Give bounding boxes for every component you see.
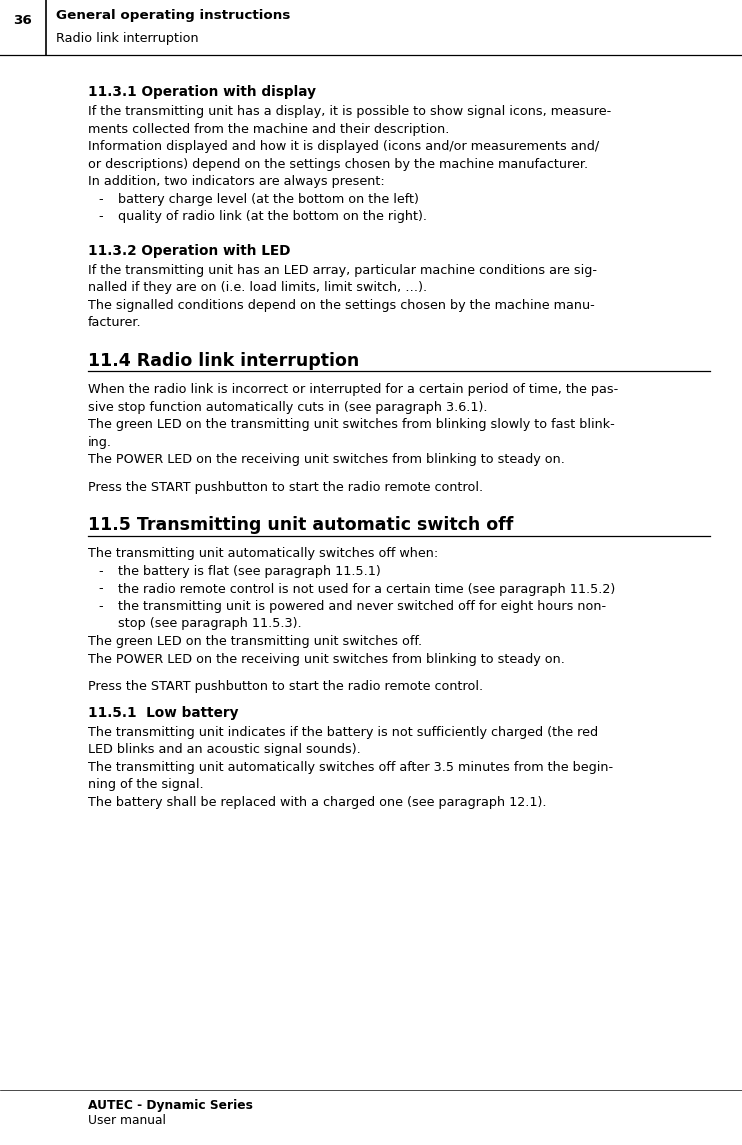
Text: facturer.: facturer.	[88, 316, 142, 330]
Text: Information displayed and how it is displayed (icons and/or measurements and/: Information displayed and how it is disp…	[88, 140, 599, 153]
Text: User manual: User manual	[88, 1113, 166, 1127]
Text: 11.5 Transmitting unit automatic switch off: 11.5 Transmitting unit automatic switch …	[88, 516, 513, 534]
Text: -: -	[98, 583, 102, 595]
Text: quality of radio link (at the bottom on the right).: quality of radio link (at the bottom on …	[118, 211, 427, 223]
Text: Press the START pushbutton to start the radio remote control.: Press the START pushbutton to start the …	[88, 481, 483, 493]
Text: 11.3.2 Operation with LED: 11.3.2 Operation with LED	[88, 244, 291, 258]
Text: LED blinks and an acoustic signal sounds).: LED blinks and an acoustic signal sounds…	[88, 743, 361, 756]
Text: Press the START pushbutton to start the radio remote control.: Press the START pushbutton to start the …	[88, 680, 483, 693]
Text: nalled if they are on (i.e. load limits, limit switch, …).: nalled if they are on (i.e. load limits,…	[88, 282, 427, 294]
Text: 36: 36	[13, 15, 33, 27]
Text: 11.5.1  Low battery: 11.5.1 Low battery	[88, 705, 238, 719]
Text: ing.: ing.	[88, 435, 112, 449]
Text: The transmitting unit indicates if the battery is not sufficiently charged (the : The transmitting unit indicates if the b…	[88, 726, 598, 739]
Text: In addition, two indicators are always present:: In addition, two indicators are always p…	[88, 175, 385, 188]
Text: The transmitting unit automatically switches off after 3.5 minutes from the begi: The transmitting unit automatically swit…	[88, 760, 613, 774]
Text: -: -	[98, 564, 102, 578]
Text: The transmitting unit automatically switches off when:: The transmitting unit automatically swit…	[88, 547, 439, 561]
Text: ning of the signal.: ning of the signal.	[88, 779, 203, 791]
Text: If the transmitting unit has a display, it is possible to show signal icons, mea: If the transmitting unit has a display, …	[88, 105, 611, 118]
Text: 11.4 Radio link interruption: 11.4 Radio link interruption	[88, 352, 359, 370]
Text: General operating instructions: General operating instructions	[56, 9, 290, 22]
Text: stop (see paragraph 11.5.3).: stop (see paragraph 11.5.3).	[118, 617, 302, 631]
Text: The signalled conditions depend on the settings chosen by the machine manu-: The signalled conditions depend on the s…	[88, 299, 595, 311]
Text: 11.3.1 Operation with display: 11.3.1 Operation with display	[88, 85, 316, 98]
Text: the radio remote control is not used for a certain time (see paragraph 11.5.2): the radio remote control is not used for…	[118, 583, 615, 595]
Text: the transmitting unit is powered and never switched off for eight hours non-: the transmitting unit is powered and nev…	[118, 600, 606, 613]
Text: The green LED on the transmitting unit switches from blinking slowly to fast bli: The green LED on the transmitting unit s…	[88, 418, 615, 432]
Text: The green LED on the transmitting unit switches off.: The green LED on the transmitting unit s…	[88, 635, 422, 648]
Text: sive stop function automatically cuts in (see paragraph 3.6.1).: sive stop function automatically cuts in…	[88, 401, 487, 413]
Text: -: -	[98, 192, 102, 206]
Text: the battery is flat (see paragraph 11.5.1): the battery is flat (see paragraph 11.5.…	[118, 564, 381, 578]
Text: ments collected from the machine and their description.: ments collected from the machine and the…	[88, 123, 450, 135]
Text: AUTEC - Dynamic Series: AUTEC - Dynamic Series	[88, 1098, 253, 1112]
Text: When the radio link is incorrect or interrupted for a certain period of time, th: When the radio link is incorrect or inte…	[88, 384, 618, 396]
Text: The battery shall be replaced with a charged one (see paragraph 12.1).: The battery shall be replaced with a cha…	[88, 796, 547, 808]
Text: -: -	[98, 211, 102, 223]
Text: Radio link interruption: Radio link interruption	[56, 32, 199, 45]
Text: The POWER LED on the receiving unit switches from blinking to steady on.: The POWER LED on the receiving unit swit…	[88, 453, 565, 466]
Text: battery charge level (at the bottom on the left): battery charge level (at the bottom on t…	[118, 192, 419, 206]
Text: The POWER LED on the receiving unit switches from blinking to steady on.: The POWER LED on the receiving unit swit…	[88, 653, 565, 665]
Text: -: -	[98, 600, 102, 613]
Text: or descriptions) depend on the settings chosen by the machine manufacturer.: or descriptions) depend on the settings …	[88, 158, 588, 171]
Text: If the transmitting unit has an LED array, particular machine conditions are sig: If the transmitting unit has an LED arra…	[88, 263, 597, 277]
